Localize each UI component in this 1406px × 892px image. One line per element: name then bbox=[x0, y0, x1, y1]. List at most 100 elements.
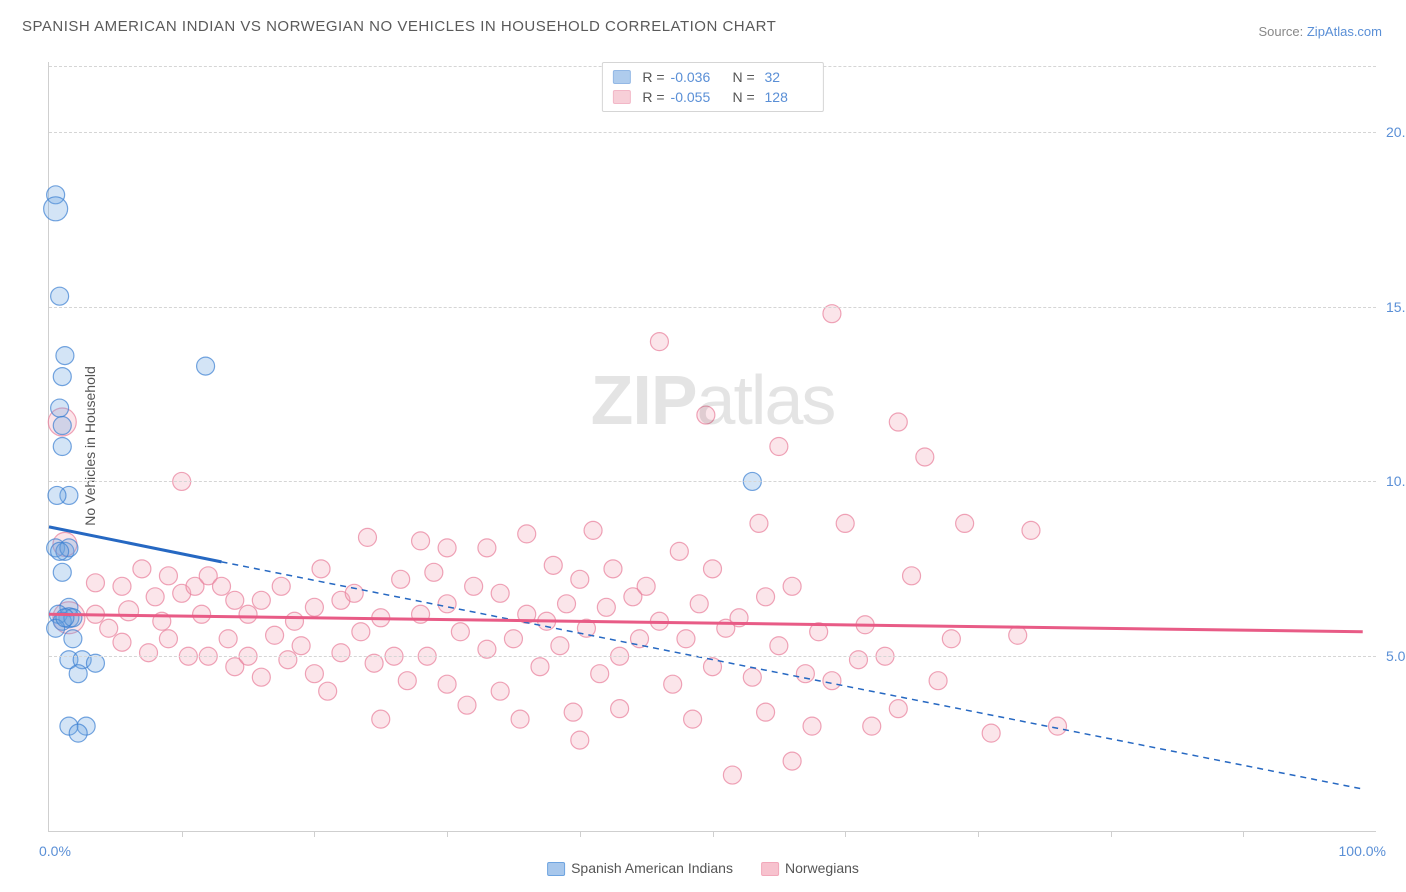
data-point bbox=[697, 406, 715, 424]
data-point bbox=[425, 563, 443, 581]
data-point bbox=[531, 658, 549, 676]
data-point bbox=[929, 672, 947, 690]
data-point bbox=[140, 644, 158, 662]
data-point bbox=[1049, 717, 1067, 735]
data-point bbox=[544, 556, 562, 574]
data-point bbox=[69, 724, 87, 742]
data-point bbox=[584, 521, 602, 539]
data-point bbox=[597, 598, 615, 616]
data-point bbox=[690, 595, 708, 613]
y-tick-label: 15.0% bbox=[1386, 299, 1406, 315]
x-tick-min: 0.0% bbox=[39, 843, 71, 859]
data-point bbox=[213, 577, 231, 595]
stat-n-value: 128 bbox=[761, 89, 813, 105]
stats-legend-row: R =-0.055 N = 128 bbox=[612, 87, 812, 107]
data-point bbox=[631, 630, 649, 648]
x-tick bbox=[1111, 831, 1112, 837]
source-label: Source: ZipAtlas.com bbox=[1258, 24, 1382, 39]
data-point bbox=[252, 591, 270, 609]
legend-swatch bbox=[612, 90, 630, 104]
data-point bbox=[53, 438, 71, 456]
data-point bbox=[51, 399, 69, 417]
data-point bbox=[611, 700, 629, 718]
data-point bbox=[197, 357, 215, 375]
legend-item: Spanish American Indians bbox=[547, 860, 733, 876]
data-point bbox=[51, 287, 69, 305]
gridline bbox=[49, 656, 1376, 657]
data-point bbox=[723, 766, 741, 784]
data-point bbox=[849, 651, 867, 669]
data-point bbox=[119, 601, 139, 621]
data-point bbox=[252, 668, 270, 686]
data-point bbox=[438, 595, 456, 613]
x-tick bbox=[845, 831, 846, 837]
data-point bbox=[783, 752, 801, 770]
stat-r-label: R = bbox=[642, 89, 664, 105]
x-tick-max: 100.0% bbox=[1339, 843, 1386, 859]
data-point bbox=[133, 560, 151, 578]
data-point bbox=[1009, 626, 1027, 644]
chart-title: SPANISH AMERICAN INDIAN VS NORWEGIAN NO … bbox=[22, 18, 776, 35]
x-tick bbox=[314, 831, 315, 837]
stat-n-label: N = bbox=[729, 69, 755, 85]
data-point bbox=[345, 584, 363, 602]
data-point bbox=[604, 560, 622, 578]
data-point bbox=[684, 710, 702, 728]
y-tick-label: 20.0% bbox=[1386, 124, 1406, 140]
x-tick bbox=[182, 831, 183, 837]
stats-legend-row: R = -0.036 N = 32 bbox=[612, 67, 812, 87]
data-point bbox=[889, 700, 907, 718]
data-point bbox=[511, 710, 529, 728]
data-point bbox=[332, 644, 350, 662]
stat-n-value: 32 bbox=[761, 69, 813, 85]
data-point bbox=[956, 514, 974, 532]
data-point bbox=[670, 542, 688, 560]
x-tick bbox=[713, 831, 714, 837]
data-point bbox=[159, 630, 177, 648]
data-point bbox=[465, 577, 483, 595]
data-point bbox=[743, 668, 761, 686]
data-point bbox=[518, 525, 536, 543]
data-point bbox=[438, 539, 456, 557]
data-point bbox=[44, 197, 68, 221]
stat-r-label: R = bbox=[642, 69, 664, 85]
data-point bbox=[305, 598, 323, 616]
data-point bbox=[86, 574, 104, 592]
data-point bbox=[1022, 521, 1040, 539]
legend-swatch bbox=[547, 862, 565, 876]
data-point bbox=[272, 577, 290, 595]
data-point bbox=[783, 577, 801, 595]
data-point bbox=[53, 368, 71, 386]
data-point bbox=[51, 542, 69, 560]
data-point bbox=[159, 567, 177, 585]
data-point bbox=[146, 588, 164, 606]
data-point bbox=[942, 630, 960, 648]
data-point bbox=[113, 577, 131, 595]
data-point bbox=[239, 605, 257, 623]
stats-legend: R = -0.036 N = 32 R =-0.055 N = 128 bbox=[601, 62, 823, 112]
data-point bbox=[412, 532, 430, 550]
data-point bbox=[285, 612, 303, 630]
data-point bbox=[757, 703, 775, 721]
legend-label: Norwegians bbox=[785, 860, 859, 876]
data-point bbox=[558, 595, 576, 613]
y-tick-label: 5.0% bbox=[1386, 648, 1406, 664]
data-point bbox=[458, 696, 476, 714]
data-point bbox=[491, 682, 509, 700]
data-point bbox=[193, 605, 211, 623]
gridline bbox=[49, 307, 1376, 308]
data-point bbox=[916, 448, 934, 466]
data-point bbox=[305, 665, 323, 683]
data-point bbox=[571, 731, 589, 749]
gridline bbox=[49, 132, 1376, 133]
data-point bbox=[664, 675, 682, 693]
data-point bbox=[803, 717, 821, 735]
source-link[interactable]: ZipAtlas.com bbox=[1307, 24, 1382, 39]
stat-r-value: -0.036 bbox=[671, 69, 723, 85]
data-point bbox=[564, 703, 582, 721]
data-point bbox=[796, 665, 814, 683]
data-point bbox=[372, 710, 390, 728]
chart-svg bbox=[49, 62, 1376, 831]
data-point bbox=[398, 672, 416, 690]
x-tick bbox=[580, 831, 581, 837]
